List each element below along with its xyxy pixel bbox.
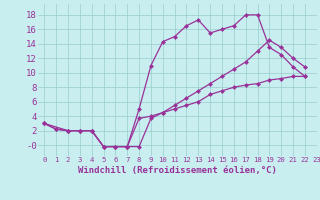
X-axis label: Windchill (Refroidissement éolien,°C): Windchill (Refroidissement éolien,°C) xyxy=(78,166,277,175)
